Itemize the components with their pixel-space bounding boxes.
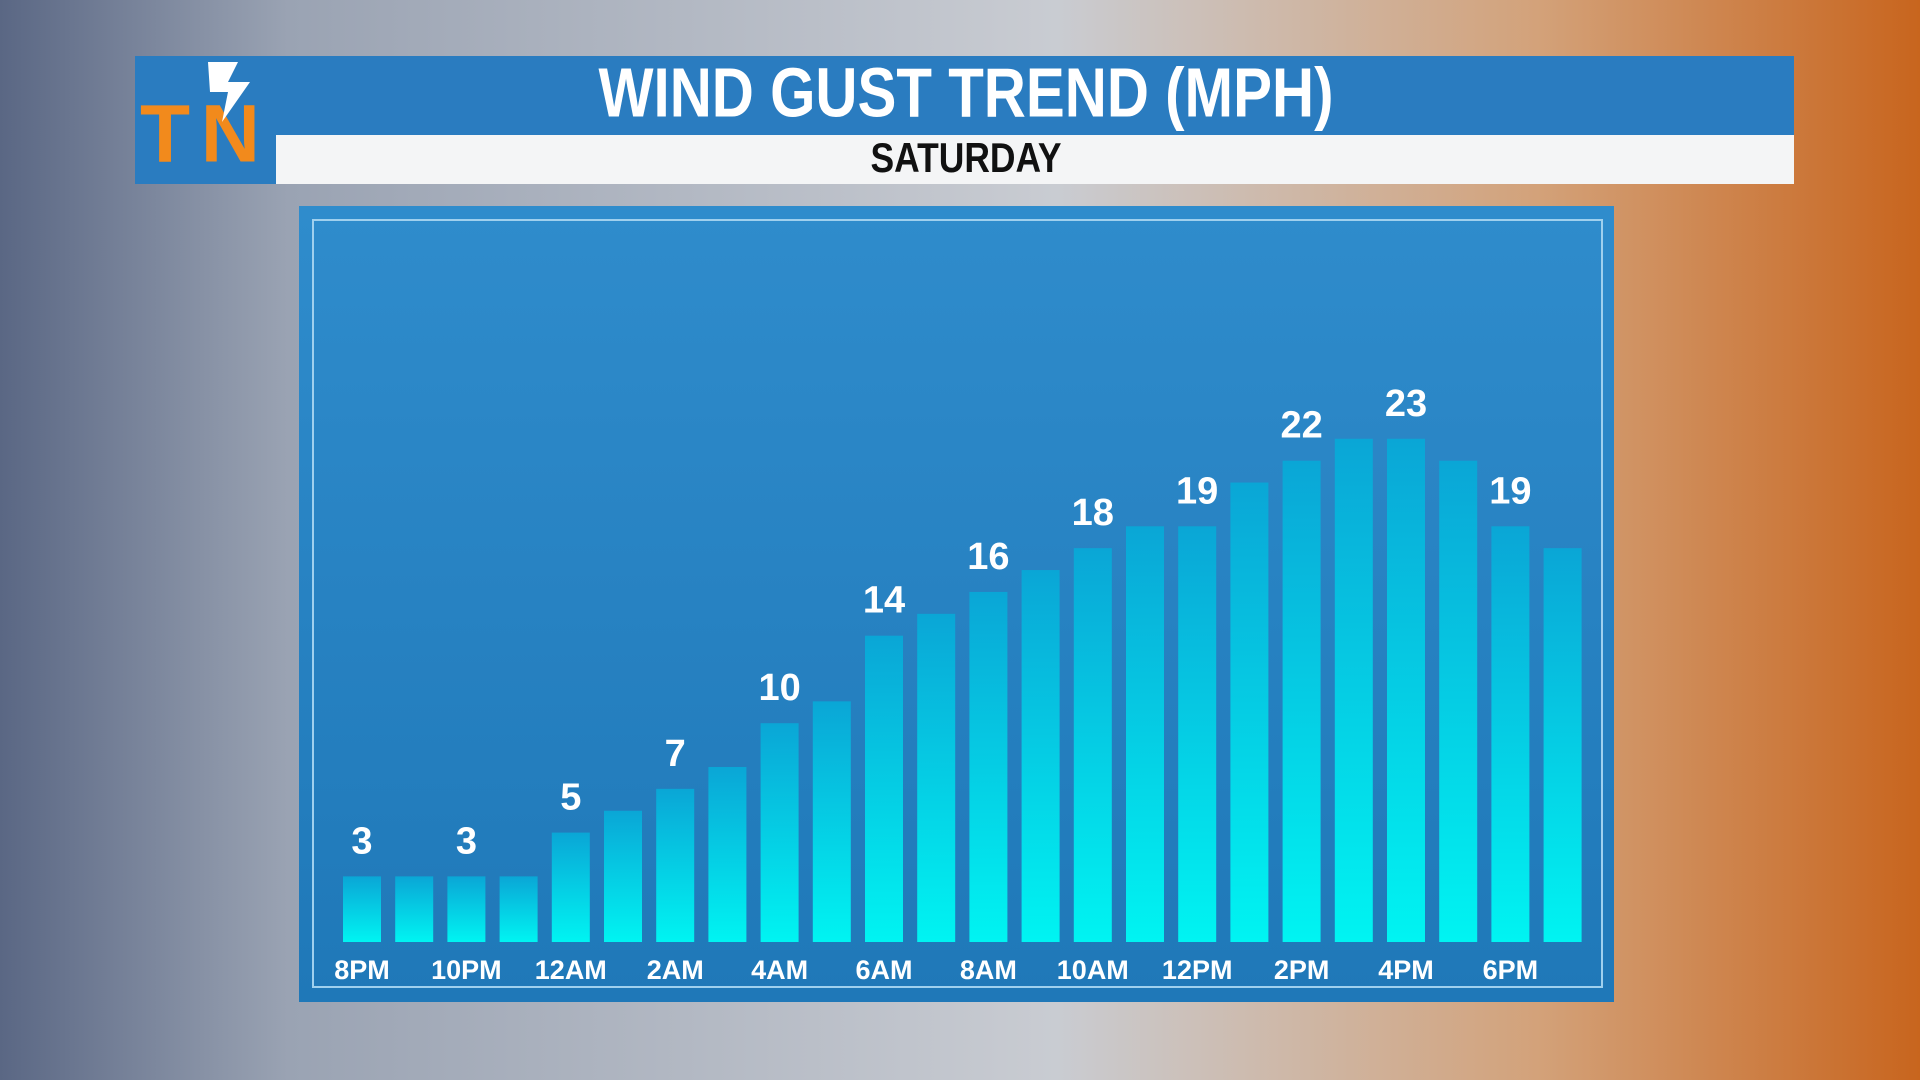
bar [1282,460,1321,942]
value-label: 3 [351,820,372,862]
bar [1334,438,1373,942]
value-label: 18 [1072,492,1114,534]
bar [551,832,590,942]
x-tick-label: 2PM [1274,955,1330,985]
bar [343,876,381,942]
subtitle-strip [276,135,1794,184]
value-label: 7 [665,733,686,775]
bar [1126,526,1164,942]
bar [1543,548,1582,942]
value-label: 10 [758,667,800,709]
bar [1178,526,1217,942]
logo-bolt [208,62,250,122]
header-bar [135,56,1794,135]
bar [812,701,851,942]
bar [656,788,695,942]
value-label: 19 [1176,470,1218,512]
bar [604,810,642,942]
bar [1230,482,1269,942]
x-tick-label: 8AM [960,955,1017,985]
bar [1387,438,1425,942]
x-tick-label: 6AM [855,955,912,985]
x-tick-label: 4AM [751,955,808,985]
value-label: 23 [1385,383,1427,425]
bar [499,876,538,942]
bar [760,723,799,942]
value-label: 19 [1489,470,1531,512]
x-tick-label: 8PM [334,955,390,985]
value-label: 3 [456,820,477,862]
bar [1021,570,1060,942]
bar [447,876,486,942]
bar [1439,460,1478,942]
value-label: 14 [863,580,905,622]
x-tick-label: 12AM [535,955,607,985]
x-tick-label: 10PM [431,955,502,985]
bar [1491,526,1530,942]
x-tick-label: 10AM [1057,955,1129,985]
bar [708,766,747,942]
chart-title: WIND GUST TREND (MPH) [599,53,1334,131]
bar [865,635,903,942]
value-label: 5 [560,777,581,819]
x-tick-label: 12PM [1162,955,1233,985]
x-tick-label: 6PM [1483,955,1539,985]
x-tick-label: 2AM [647,955,704,985]
panel-frame [312,219,1603,988]
logo-base [135,135,276,184]
bar [395,876,434,942]
bar [1073,548,1112,942]
value-label: 22 [1280,405,1322,447]
bar [969,591,1008,942]
value-label: 16 [967,536,1009,578]
logo: TN [140,89,260,180]
bar [917,613,956,942]
x-tick-label: 4PM [1378,955,1434,985]
chart-subtitle: SATURDAY [871,134,1062,181]
